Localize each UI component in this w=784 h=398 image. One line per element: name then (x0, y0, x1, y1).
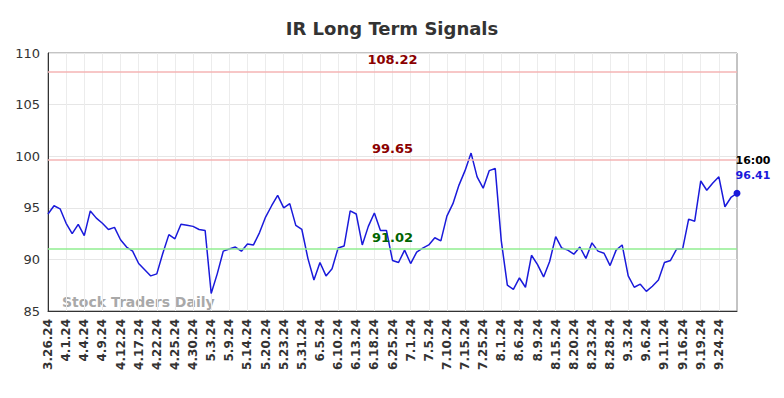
svg-text:3.26.24: 3.26.24 (41, 319, 55, 370)
svg-text:96.41: 96.41 (736, 169, 771, 182)
svg-text:8.1.24: 8.1.24 (494, 319, 508, 362)
svg-text:IR Long Term Signals: IR Long Term Signals (286, 18, 498, 39)
svg-text:4.30.24: 4.30.24 (186, 319, 200, 370)
svg-text:16:00: 16:00 (735, 154, 770, 167)
svg-text:5.20.24: 5.20.24 (259, 319, 273, 370)
svg-text:9.6.24: 9.6.24 (639, 319, 653, 362)
svg-text:108.22: 108.22 (367, 52, 417, 67)
svg-text:8.6.24: 8.6.24 (512, 319, 526, 362)
svg-text:9.11.24: 9.11.24 (657, 319, 671, 370)
svg-text:8.20.24: 8.20.24 (567, 319, 581, 370)
svg-text:9.24.24: 9.24.24 (712, 319, 726, 370)
svg-text:5.3.24: 5.3.24 (204, 319, 218, 362)
svg-text:85: 85 (23, 304, 40, 319)
svg-text:6.25.24: 6.25.24 (386, 319, 400, 370)
svg-text:8.28.24: 8.28.24 (603, 319, 617, 370)
svg-text:7.25.24: 7.25.24 (476, 319, 490, 370)
svg-text:4.9.24: 4.9.24 (95, 319, 109, 362)
svg-text:5.31.24: 5.31.24 (295, 319, 309, 370)
svg-text:90: 90 (23, 252, 40, 267)
svg-text:8.23.24: 8.23.24 (585, 319, 599, 370)
svg-text:6.18.24: 6.18.24 (367, 319, 381, 370)
svg-text:100: 100 (15, 149, 40, 164)
svg-text:4.22.24: 4.22.24 (150, 319, 164, 370)
svg-text:9.3.24: 9.3.24 (621, 319, 635, 362)
svg-text:4.12.24: 4.12.24 (114, 319, 128, 370)
svg-text:91.02: 91.02 (372, 230, 413, 245)
svg-text:8.15.24: 8.15.24 (549, 319, 563, 370)
svg-text:5.9.24: 5.9.24 (222, 319, 236, 362)
svg-text:110: 110 (15, 46, 40, 61)
svg-text:5.23.24: 5.23.24 (277, 319, 291, 370)
svg-text:7.15.24: 7.15.24 (458, 319, 472, 370)
svg-text:9.16.24: 9.16.24 (676, 319, 690, 370)
svg-text:95: 95 (23, 200, 40, 215)
svg-text:4.17.24: 4.17.24 (132, 319, 146, 370)
svg-text:8.9.24: 8.9.24 (531, 319, 545, 362)
svg-text:7.1.24: 7.1.24 (404, 319, 418, 362)
svg-text:7.5.24: 7.5.24 (422, 319, 436, 362)
svg-text:7.10.24: 7.10.24 (440, 319, 454, 370)
svg-text:99.65: 99.65 (372, 141, 413, 156)
svg-text:6.10.24: 6.10.24 (331, 319, 345, 370)
svg-text:9.19.24: 9.19.24 (694, 319, 708, 370)
svg-text:4.4.24: 4.4.24 (77, 319, 91, 362)
svg-text:6.5.24: 6.5.24 (313, 319, 327, 362)
svg-text:5.14.24: 5.14.24 (240, 319, 254, 370)
svg-text:6.13.24: 6.13.24 (349, 319, 363, 370)
svg-text:105: 105 (15, 97, 40, 112)
svg-text:4.1.24: 4.1.24 (59, 319, 73, 362)
svg-text:4.25.24: 4.25.24 (168, 319, 182, 370)
